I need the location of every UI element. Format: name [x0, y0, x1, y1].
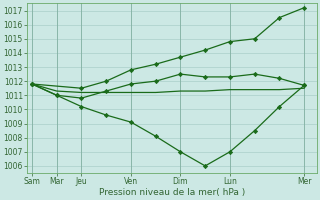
X-axis label: Pression niveau de la mer( hPa ): Pression niveau de la mer( hPa ) — [99, 188, 245, 197]
